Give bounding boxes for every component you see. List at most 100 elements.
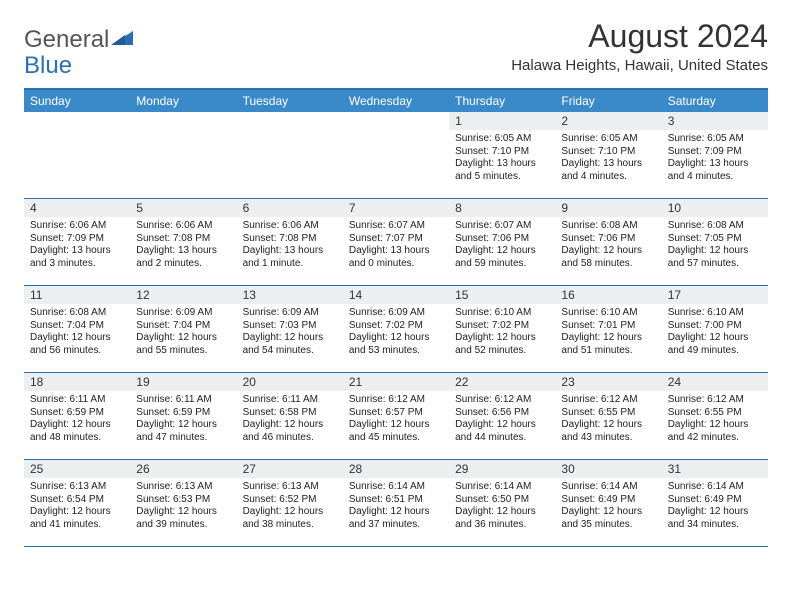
day-number: 7	[343, 201, 356, 216]
day-number-row: 13	[237, 286, 343, 304]
sunrise-text: Sunrise: 6:12 AM	[561, 394, 655, 407]
daylight-text: Daylight: 12 hours and 35 minutes.	[561, 506, 655, 531]
day-info: Sunrise: 6:09 AMSunset: 7:04 PMDaylight:…	[130, 304, 236, 361]
day-info: Sunrise: 6:07 AMSunset: 7:07 PMDaylight:…	[343, 217, 449, 274]
day-number-row: 24	[662, 373, 768, 391]
sunset-text: Sunset: 6:56 PM	[455, 407, 549, 420]
daylight-text: Daylight: 13 hours and 2 minutes.	[136, 245, 230, 270]
daylight-text: Daylight: 12 hours and 41 minutes.	[30, 506, 124, 531]
day-number-row: 21	[343, 373, 449, 391]
sunrise-text: Sunrise: 6:09 AM	[136, 307, 230, 320]
daylight-text: Daylight: 12 hours and 48 minutes.	[30, 419, 124, 444]
daylight-text: Daylight: 13 hours and 4 minutes.	[561, 158, 655, 183]
day-cell: 20Sunrise: 6:11 AMSunset: 6:58 PMDayligh…	[237, 373, 343, 459]
daylight-text: Daylight: 12 hours and 36 minutes.	[455, 506, 549, 531]
sunrise-text: Sunrise: 6:14 AM	[668, 481, 762, 494]
day-number: 15	[449, 288, 468, 303]
day-number: 14	[343, 288, 362, 303]
sunrise-text: Sunrise: 6:11 AM	[136, 394, 230, 407]
day-cell: 26Sunrise: 6:13 AMSunset: 6:53 PMDayligh…	[130, 460, 236, 546]
sunset-text: Sunset: 7:02 PM	[349, 320, 443, 333]
day-number: 18	[24, 375, 43, 390]
daylight-text: Daylight: 12 hours and 52 minutes.	[455, 332, 549, 357]
day-number-row: 1	[449, 112, 555, 130]
day-header: Wednesday	[343, 90, 449, 112]
day-number: 26	[130, 462, 149, 477]
week-row: 11Sunrise: 6:08 AMSunset: 7:04 PMDayligh…	[24, 286, 768, 373]
daylight-text: Daylight: 12 hours and 58 minutes.	[561, 245, 655, 270]
sunrise-text: Sunrise: 6:14 AM	[455, 481, 549, 494]
daylight-text: Daylight: 12 hours and 38 minutes.	[243, 506, 337, 531]
day-cell: 23Sunrise: 6:12 AMSunset: 6:55 PMDayligh…	[555, 373, 661, 459]
day-cell: 4Sunrise: 6:06 AMSunset: 7:09 PMDaylight…	[24, 199, 130, 285]
logo-triangle-icon	[111, 24, 133, 52]
day-cell: 25Sunrise: 6:13 AMSunset: 6:54 PMDayligh…	[24, 460, 130, 546]
sunrise-text: Sunrise: 6:12 AM	[349, 394, 443, 407]
day-cell: 2Sunrise: 6:05 AMSunset: 7:10 PMDaylight…	[555, 112, 661, 198]
sunset-text: Sunset: 6:51 PM	[349, 494, 443, 507]
day-number: 12	[130, 288, 149, 303]
day-cell: 30Sunrise: 6:14 AMSunset: 6:49 PMDayligh…	[555, 460, 661, 546]
day-info: Sunrise: 6:06 AMSunset: 7:09 PMDaylight:…	[24, 217, 130, 274]
sunset-text: Sunset: 7:03 PM	[243, 320, 337, 333]
sunrise-text: Sunrise: 6:13 AM	[136, 481, 230, 494]
day-cell: 8Sunrise: 6:07 AMSunset: 7:06 PMDaylight…	[449, 199, 555, 285]
sunrise-text: Sunrise: 6:12 AM	[455, 394, 549, 407]
day-header: Tuesday	[237, 90, 343, 112]
day-number-row: 3	[662, 112, 768, 130]
sunset-text: Sunset: 6:58 PM	[243, 407, 337, 420]
day-cell: 28Sunrise: 6:14 AMSunset: 6:51 PMDayligh…	[343, 460, 449, 546]
sunset-text: Sunset: 7:02 PM	[455, 320, 549, 333]
sunrise-text: Sunrise: 6:11 AM	[30, 394, 124, 407]
day-number-row	[130, 112, 236, 130]
day-header: Saturday	[662, 90, 768, 112]
day-number: 27	[237, 462, 256, 477]
day-number: 29	[449, 462, 468, 477]
sunrise-text: Sunrise: 6:09 AM	[349, 307, 443, 320]
sunrise-text: Sunrise: 6:06 AM	[243, 220, 337, 233]
day-info: Sunrise: 6:08 AMSunset: 7:04 PMDaylight:…	[24, 304, 130, 361]
sunset-text: Sunset: 6:55 PM	[561, 407, 655, 420]
day-info: Sunrise: 6:10 AMSunset: 7:01 PMDaylight:…	[555, 304, 661, 361]
day-number-row: 17	[662, 286, 768, 304]
logo-text-1: General	[24, 26, 109, 54]
day-number: 31	[662, 462, 681, 477]
title-block: August 2024 Halawa Heights, Hawaii, Unit…	[511, 18, 768, 74]
day-number: 16	[555, 288, 574, 303]
day-info: Sunrise: 6:05 AMSunset: 7:10 PMDaylight:…	[449, 130, 555, 187]
sunrise-text: Sunrise: 6:12 AM	[668, 394, 762, 407]
day-info: Sunrise: 6:11 AMSunset: 6:59 PMDaylight:…	[24, 391, 130, 448]
day-number: 17	[662, 288, 681, 303]
day-cell: 3Sunrise: 6:05 AMSunset: 7:09 PMDaylight…	[662, 112, 768, 198]
day-number-row: 2	[555, 112, 661, 130]
sunrise-text: Sunrise: 6:06 AM	[30, 220, 124, 233]
day-cell: 10Sunrise: 6:08 AMSunset: 7:05 PMDayligh…	[662, 199, 768, 285]
day-number-row: 6	[237, 199, 343, 217]
sunrise-text: Sunrise: 6:08 AM	[30, 307, 124, 320]
day-number: 30	[555, 462, 574, 477]
sunset-text: Sunset: 6:59 PM	[136, 407, 230, 420]
day-info: Sunrise: 6:12 AMSunset: 6:56 PMDaylight:…	[449, 391, 555, 448]
day-cell: 24Sunrise: 6:12 AMSunset: 6:55 PMDayligh…	[662, 373, 768, 459]
sunrise-text: Sunrise: 6:09 AM	[243, 307, 337, 320]
day-cell	[24, 112, 130, 198]
day-cell: 7Sunrise: 6:07 AMSunset: 7:07 PMDaylight…	[343, 199, 449, 285]
day-number: 28	[343, 462, 362, 477]
daylight-text: Daylight: 12 hours and 59 minutes.	[455, 245, 549, 270]
day-cell: 5Sunrise: 6:06 AMSunset: 7:08 PMDaylight…	[130, 199, 236, 285]
daylight-text: Daylight: 13 hours and 3 minutes.	[30, 245, 124, 270]
calendar: SundayMondayTuesdayWednesdayThursdayFrid…	[24, 88, 768, 547]
daylight-text: Daylight: 12 hours and 53 minutes.	[349, 332, 443, 357]
daylight-text: Daylight: 12 hours and 57 minutes.	[668, 245, 762, 270]
day-number-row	[237, 112, 343, 130]
day-number-row: 28	[343, 460, 449, 478]
day-number: 6	[237, 201, 250, 216]
day-info: Sunrise: 6:14 AMSunset: 6:49 PMDaylight:…	[662, 478, 768, 535]
day-number-row: 9	[555, 199, 661, 217]
month-title: August 2024	[511, 18, 768, 55]
day-cell: 9Sunrise: 6:08 AMSunset: 7:06 PMDaylight…	[555, 199, 661, 285]
day-cell: 1Sunrise: 6:05 AMSunset: 7:10 PMDaylight…	[449, 112, 555, 198]
sunset-text: Sunset: 7:06 PM	[561, 233, 655, 246]
day-number-row: 27	[237, 460, 343, 478]
sunrise-text: Sunrise: 6:07 AM	[455, 220, 549, 233]
